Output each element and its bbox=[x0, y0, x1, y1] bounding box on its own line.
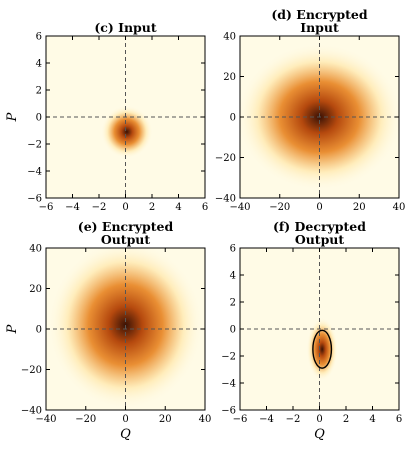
panel-e-title: Output bbox=[101, 232, 151, 247]
panel-f-xtick-label: −2 bbox=[286, 414, 301, 425]
panel-c-ytick-label: 4 bbox=[36, 59, 42, 70]
panel-e-xtick-label: 0 bbox=[122, 414, 128, 425]
panel-d-xtick-label: −20 bbox=[269, 202, 290, 213]
panel-c-title: (c) Input bbox=[94, 20, 157, 35]
panel-d-ytick-label: −40 bbox=[215, 194, 236, 205]
panel-e-title: (e) Encrypted bbox=[78, 219, 174, 234]
panel-f-xtick-label: −4 bbox=[259, 414, 274, 425]
panel-e-xtick-label: −20 bbox=[75, 414, 96, 425]
panel-c-xtick-label: 0 bbox=[122, 202, 128, 213]
panel-e-xtick-label: 40 bbox=[199, 414, 212, 425]
panel-e-xtick-label: −40 bbox=[35, 414, 56, 425]
panel-c-ytick-label: 0 bbox=[36, 113, 42, 124]
panel-e-xtick-label: 20 bbox=[159, 414, 172, 425]
panel-e-xlabel: Q bbox=[120, 427, 131, 442]
panel-c-xtick-label: −2 bbox=[92, 202, 107, 213]
panel-f-ytick-label: 6 bbox=[230, 244, 236, 255]
panel-d-xtick-label: 20 bbox=[353, 202, 366, 213]
panel-c-ytick-label: −4 bbox=[27, 167, 42, 178]
panel-c-xtick-label: −6 bbox=[39, 202, 54, 213]
panel-f-title: (f) Decrypted bbox=[273, 219, 366, 234]
panel-d-title: Input bbox=[300, 20, 339, 35]
panel-d-xtick-label: 0 bbox=[316, 202, 322, 213]
panel-f-xtick-label: 6 bbox=[396, 414, 402, 425]
panel-f-ytick-label: 2 bbox=[230, 298, 236, 309]
panel-f-title: Output bbox=[295, 232, 345, 247]
panel-e-ytick-label: 20 bbox=[29, 284, 42, 295]
panel-c-ytick-label: −6 bbox=[27, 194, 42, 205]
panel-e-ytick-label: −40 bbox=[21, 406, 42, 417]
panel-f-ytick-label: 0 bbox=[230, 325, 236, 336]
panel-e-ylabel: P bbox=[5, 324, 20, 334]
panel-e-ytick-label: −20 bbox=[21, 365, 42, 376]
panel-e: −40 −20 0 20 40 −40 −20 0 20 40 (e) EncryptedOutpu… bbox=[5, 219, 211, 442]
panel-c-ytick-label: 6 bbox=[36, 32, 42, 43]
panel-d-ytick-label: 20 bbox=[223, 72, 236, 83]
panel-f-ytick-label: −4 bbox=[221, 379, 236, 390]
panel-f-xtick-label: 0 bbox=[316, 414, 322, 425]
panel-f-xtick-label: 2 bbox=[343, 414, 349, 425]
panel-f-ytick-label: 4 bbox=[230, 271, 236, 282]
panel-f-xlabel: Q bbox=[314, 427, 325, 442]
panel-c: −6 −4 −2 0 2 4 6 −6 −4 −2 0 2 4 6 (c) Input P bbox=[5, 20, 208, 213]
panel-d-xtick-label: 40 bbox=[393, 202, 406, 213]
panel-e-ytick-label: 40 bbox=[29, 244, 42, 255]
panel-e-ytick-label: 0 bbox=[36, 325, 42, 336]
panel-f-xtick-label: 4 bbox=[369, 414, 375, 425]
panel-d-xtick-label: −40 bbox=[229, 202, 250, 213]
panel-c-xtick-label: 4 bbox=[175, 202, 181, 213]
panel-f-ytick-label: −2 bbox=[221, 352, 236, 363]
panel-c-xtick-label: −4 bbox=[65, 202, 80, 213]
panel-c-xtick-label: 6 bbox=[202, 202, 208, 213]
panel-f-ytick-label: −6 bbox=[221, 406, 236, 417]
panel-d-title: (d) Encrypted bbox=[271, 7, 367, 22]
panel-c-density-blob bbox=[100, 105, 153, 159]
panel-c-ytick-label: −2 bbox=[27, 140, 42, 151]
panel-f-xtick-label: −6 bbox=[233, 414, 248, 425]
panel-d-ytick-label: −20 bbox=[215, 153, 236, 164]
panel-d-ytick-label: 0 bbox=[230, 113, 236, 124]
panel-c-ylabel: P bbox=[5, 112, 20, 122]
panel-c-xtick-label: 2 bbox=[149, 202, 155, 213]
panel-c-ytick-label: 2 bbox=[36, 86, 42, 97]
panel-f-contour-ellipse bbox=[312, 329, 333, 369]
panel-d-ytick-label: 40 bbox=[223, 32, 236, 43]
panel-f-density-blob bbox=[306, 317, 338, 381]
